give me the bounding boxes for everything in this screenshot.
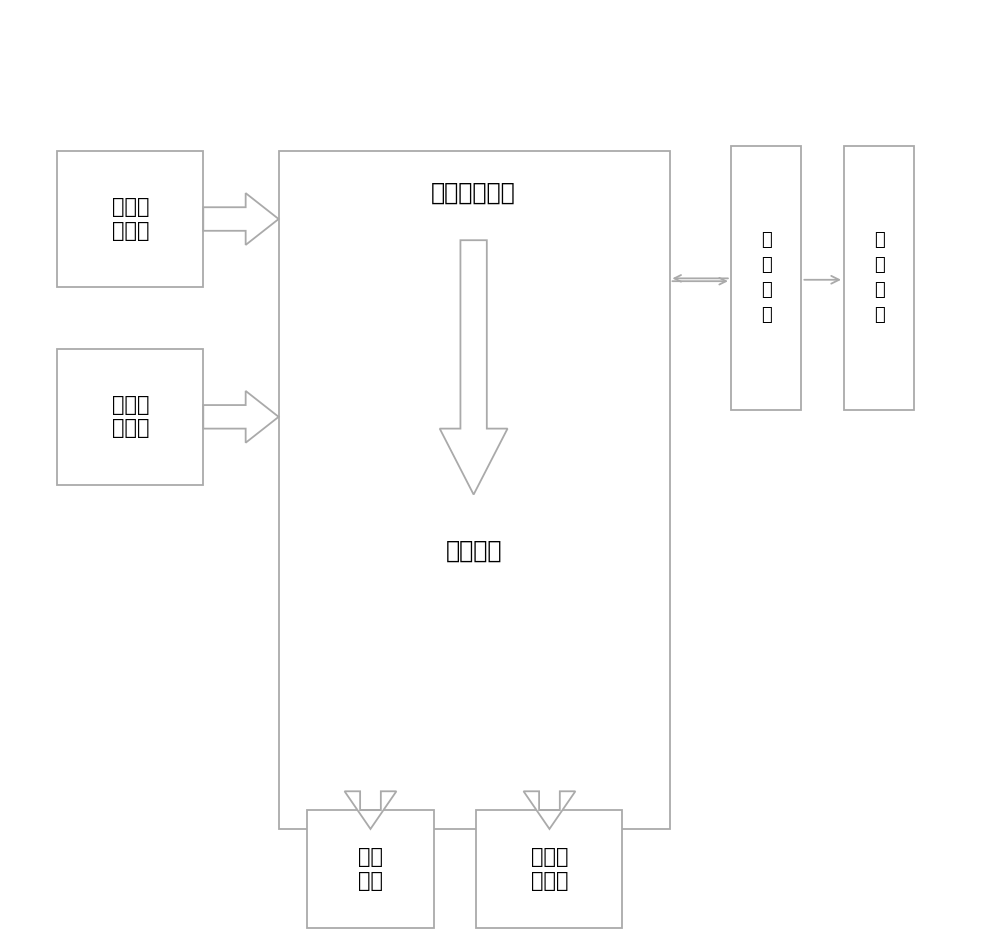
Polygon shape — [203, 391, 279, 443]
Text: 通
信
模
块: 通 信 模 块 — [761, 232, 771, 324]
Bar — [57, 349, 203, 485]
Bar — [731, 146, 801, 410]
Bar — [844, 146, 914, 410]
Bar — [476, 810, 622, 928]
Polygon shape — [524, 791, 575, 829]
Polygon shape — [345, 791, 396, 829]
Text: 判断单元: 判断单元 — [445, 539, 502, 563]
Text: 数据处理单元: 数据处理单元 — [431, 181, 516, 205]
Bar — [279, 151, 670, 829]
Bar — [57, 151, 203, 287]
Text: 电流感
测单元: 电流感 测单元 — [112, 198, 149, 240]
Polygon shape — [440, 240, 508, 495]
Bar — [307, 810, 434, 928]
Text: 电压采
集单元: 电压采 集单元 — [112, 396, 149, 438]
Text: 告
警
单
元: 告 警 单 元 — [874, 232, 885, 324]
Text: 直流防
雷模块: 直流防 雷模块 — [531, 848, 568, 890]
Text: 电源
模块: 电源 模块 — [358, 848, 383, 890]
Polygon shape — [203, 193, 279, 245]
